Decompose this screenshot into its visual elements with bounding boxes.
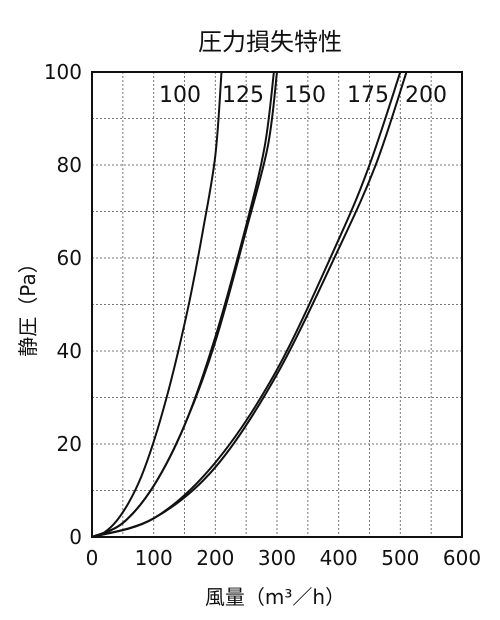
series-line-150 bbox=[91, 71, 278, 538]
y-tick-label: 40 bbox=[57, 339, 82, 363]
axes: 0 100 200 300 400 500 600 0 20 40 60 80 100 bbox=[44, 60, 481, 570]
series-label-100: 100 bbox=[159, 83, 201, 108]
x-axis-label: 風量（m³／h） bbox=[205, 585, 345, 609]
series-label-175: 175 bbox=[347, 83, 389, 108]
x-tick-label: 400 bbox=[320, 546, 358, 570]
y-tick-label: 80 bbox=[57, 153, 82, 177]
series-label-200: 200 bbox=[405, 83, 447, 108]
series-label-150: 150 bbox=[284, 83, 326, 108]
series-lines bbox=[91, 71, 408, 538]
x-tick-label: 200 bbox=[196, 546, 234, 570]
series-line-100 bbox=[91, 71, 223, 538]
x-tick-label: 0 bbox=[86, 546, 99, 570]
series-label-125: 125 bbox=[222, 83, 264, 108]
y-tick-label: 0 bbox=[69, 525, 82, 549]
y-axis-label: 静圧（Pa） bbox=[16, 253, 40, 356]
x-tick-label: 600 bbox=[443, 546, 481, 570]
x-tick-label: 100 bbox=[135, 546, 173, 570]
x-tick-label: 500 bbox=[381, 546, 419, 570]
y-tick-label: 60 bbox=[57, 246, 82, 270]
y-tick-label: 20 bbox=[57, 432, 82, 456]
chart-title: 圧力損失特性 bbox=[198, 28, 342, 56]
y-tick-label: 100 bbox=[44, 60, 82, 84]
grid bbox=[92, 72, 462, 537]
plot-frame bbox=[91, 71, 463, 538]
series-labels: 100 125 150 175 200 bbox=[159, 83, 447, 108]
series-line-200 bbox=[91, 71, 408, 538]
x-tick-label: 300 bbox=[258, 546, 296, 570]
